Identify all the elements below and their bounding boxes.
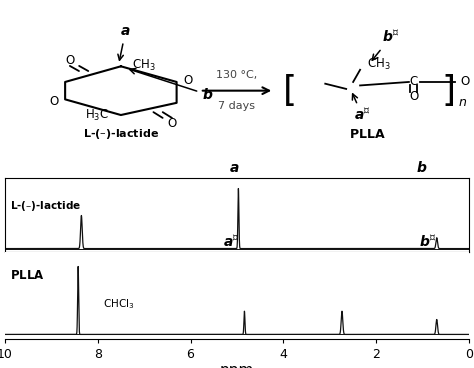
Text: CH$_3$: CH$_3$ xyxy=(367,57,391,72)
Text: O: O xyxy=(183,74,193,87)
Text: O: O xyxy=(409,90,418,103)
Text: 130 °C,: 130 °C, xyxy=(216,70,258,80)
Text: $\mathbf{L}$-(–)-lactide: $\mathbf{L}$-(–)-lactide xyxy=(83,127,159,141)
Text: C: C xyxy=(410,75,418,88)
Text: [: [ xyxy=(283,74,298,108)
Text: ]: ] xyxy=(441,74,456,108)
X-axis label: ppm: ppm xyxy=(220,363,254,368)
Text: $\bfit{b}'$: $\bfit{b}'$ xyxy=(372,30,399,60)
Text: 7 days: 7 days xyxy=(219,101,255,111)
Text: $\bfit{b}$: $\bfit{b}$ xyxy=(130,68,214,102)
Text: O: O xyxy=(49,95,58,107)
Text: $\bfit{b}$: $\bfit{b}$ xyxy=(416,160,427,175)
Text: $\bfit{b}'$: $\bfit{b}'$ xyxy=(419,234,436,250)
Text: $\mathbf{PLLA}$: $\mathbf{PLLA}$ xyxy=(10,269,45,282)
Text: $\bfit{a}'$: $\bfit{a}'$ xyxy=(352,94,371,123)
Text: CH$_3$: CH$_3$ xyxy=(132,58,156,73)
Text: O: O xyxy=(460,75,469,88)
Text: CHCl$_3$: CHCl$_3$ xyxy=(103,297,134,311)
Text: $\bfit{a}'$: $\bfit{a}'$ xyxy=(223,234,239,250)
Text: $\mathbf{PLLA}$: $\mathbf{PLLA}$ xyxy=(349,128,385,141)
Text: O: O xyxy=(65,54,74,67)
Text: O: O xyxy=(167,117,177,130)
Text: $n$: $n$ xyxy=(457,96,467,109)
Text: $\bfit{a}$: $\bfit{a}$ xyxy=(118,25,131,60)
Text: $\bfit{a}$: $\bfit{a}$ xyxy=(228,161,239,175)
Text: $\mathbf{L}$-(–)-lactide: $\mathbf{L}$-(–)-lactide xyxy=(10,199,82,213)
Text: H$_3$C: H$_3$C xyxy=(85,108,109,123)
